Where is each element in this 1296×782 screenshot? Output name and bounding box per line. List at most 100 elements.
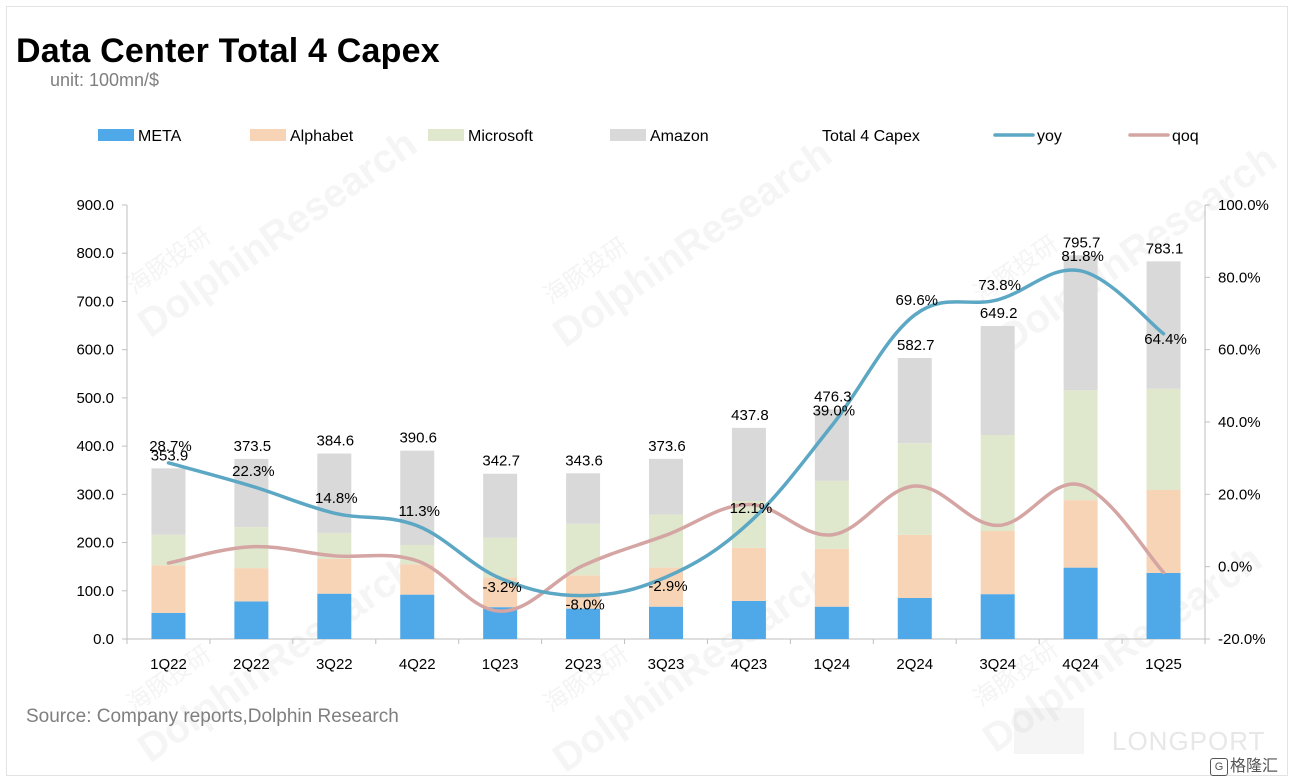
- y-left-tick-label: 600.0: [76, 342, 114, 359]
- yoy-label: 81.8%: [1061, 248, 1104, 265]
- y-left-tick-label: 200.0: [76, 535, 114, 552]
- corner-logo: G 格隆汇: [1210, 752, 1278, 776]
- total-label: 476.3: [814, 388, 852, 405]
- x-tick-label: 2Q22: [233, 656, 270, 673]
- y-left-tick-label: 0.0: [93, 631, 114, 648]
- bar-amazon: [980, 325, 1015, 436]
- logo-icon: G: [1210, 757, 1228, 776]
- bar-microsoft: [980, 435, 1015, 531]
- x-tick-label: 4Q23: [731, 656, 768, 673]
- bar-alphabet: [1063, 500, 1098, 568]
- x-tick-label: 1Q22: [150, 656, 187, 673]
- source-note: Source: Company reports,Dolphin Research: [26, 706, 399, 727]
- yoy-label: 28.7%: [149, 438, 192, 455]
- bar-alphabet: [980, 530, 1015, 595]
- bar-meta: [1063, 567, 1098, 639]
- total-label: 384.6: [317, 433, 355, 450]
- legend-microsoft-swatch: [428, 129, 464, 141]
- bar-meta: [897, 598, 932, 639]
- bar-meta: [317, 593, 352, 639]
- y-left-tick-label: 700.0: [76, 293, 114, 310]
- bar-alphabet: [234, 568, 269, 602]
- bar-amazon: [731, 427, 766, 502]
- legend-alphabet-swatch: [250, 129, 286, 141]
- bar-microsoft: [1063, 390, 1098, 501]
- yoy-label: 73.8%: [978, 277, 1021, 294]
- bar-alphabet: [649, 567, 683, 607]
- bar-amazon: [649, 458, 683, 515]
- x-tick-label: 4Q22: [399, 656, 436, 673]
- legend-amazon-swatch: [610, 129, 646, 141]
- data-labels: 353.9 373.5 384.6 390.6 342.7 343.6 373.6 437.8…: [149, 234, 1187, 613]
- y-right-tick-label: 40.0%: [1218, 414, 1261, 431]
- legend-alphabet-label: Alphabet: [290, 128, 354, 145]
- bar-meta: [814, 606, 849, 639]
- yoy-label: 64.4%: [1144, 331, 1187, 348]
- yoy-label: 12.1%: [730, 500, 773, 517]
- bar-amazon: [897, 358, 932, 444]
- brand-text: LONGPORT: [1112, 726, 1266, 756]
- total-label: 373.6: [648, 438, 686, 455]
- bar-meta: [649, 606, 683, 639]
- legend-meta-label: META: [138, 128, 182, 145]
- bar-alphabet: [317, 558, 352, 594]
- bar-alphabet: [1146, 489, 1181, 573]
- x-tick-label: 3Q22: [316, 656, 353, 673]
- y-right-tick-label: 80.0%: [1218, 269, 1261, 286]
- x-tick-label: 4Q24: [1062, 656, 1099, 673]
- yoy-label: 14.8%: [315, 490, 358, 507]
- bar-microsoft: [566, 523, 601, 576]
- bar-amazon: [1063, 255, 1098, 391]
- yoy-label: -8.0%: [565, 597, 604, 614]
- bar-meta: [731, 600, 766, 639]
- x-tick-label: 2Q24: [896, 656, 933, 673]
- bar-alphabet: [400, 564, 435, 595]
- total-label: 353.9: [151, 447, 189, 464]
- y-right-tick-label: -20.0%: [1218, 631, 1266, 648]
- legend: META Alphabet Microsoft Amazon Total 4 Capex…: [98, 128, 1199, 145]
- bar-amazon: [814, 409, 849, 481]
- total-label: 373.5: [234, 438, 272, 455]
- x-tick-label: 1Q23: [482, 656, 519, 673]
- bar-amazon: [317, 453, 352, 533]
- bar-alphabet: [814, 548, 849, 607]
- y-left-tick-label: 400.0: [76, 438, 114, 455]
- bar-amazon: [483, 473, 518, 538]
- yoy-label: 39.0%: [813, 403, 856, 420]
- y-left-tick-label: 100.0: [76, 583, 114, 600]
- chart-title: Data Center Total 4 Capex: [16, 32, 440, 70]
- legend-qoq-label: qoq: [1172, 128, 1199, 145]
- bar-amazon: [151, 468, 186, 535]
- y-left-tick-label: 800.0: [76, 245, 114, 262]
- yoy-label: 69.6%: [895, 292, 938, 309]
- total-label: 437.8: [731, 407, 769, 424]
- line-qoq: [166, 482, 1166, 613]
- y-right-tick-label: 0.0%: [1218, 559, 1252, 576]
- chart-unit: unit: 100mn/$: [50, 70, 160, 90]
- x-tick-label: 1Q24: [813, 656, 850, 673]
- x-tick-label: 3Q23: [648, 656, 685, 673]
- yoy-label: 11.3%: [399, 503, 440, 520]
- y-right-tick-label: 20.0%: [1218, 486, 1261, 503]
- total-label: 343.6: [565, 452, 603, 469]
- total-label: 649.2: [980, 305, 1018, 322]
- bar-meta: [566, 608, 601, 639]
- bar-microsoft: [1146, 388, 1181, 490]
- legend-yoy-label: yoy: [1037, 128, 1062, 145]
- bar-alphabet: [151, 565, 186, 613]
- line-yoy: [166, 268, 1166, 598]
- lines: [166, 268, 1166, 613]
- bar-microsoft: [814, 480, 849, 549]
- bar-meta: [400, 594, 435, 639]
- total-label: 783.1: [1146, 240, 1184, 257]
- bar-alphabet: [731, 547, 766, 601]
- bar-meta: [1146, 572, 1181, 639]
- bar-meta: [151, 612, 186, 639]
- x-tick-label: 2Q23: [565, 656, 602, 673]
- y-left-tick-label: 500.0: [76, 390, 114, 407]
- legend-amazon-label: Amazon: [650, 128, 709, 145]
- y-right-tick-label: 60.0%: [1218, 342, 1261, 359]
- x-tick-label: 1Q25: [1145, 656, 1182, 673]
- bar-alphabet: [897, 534, 932, 599]
